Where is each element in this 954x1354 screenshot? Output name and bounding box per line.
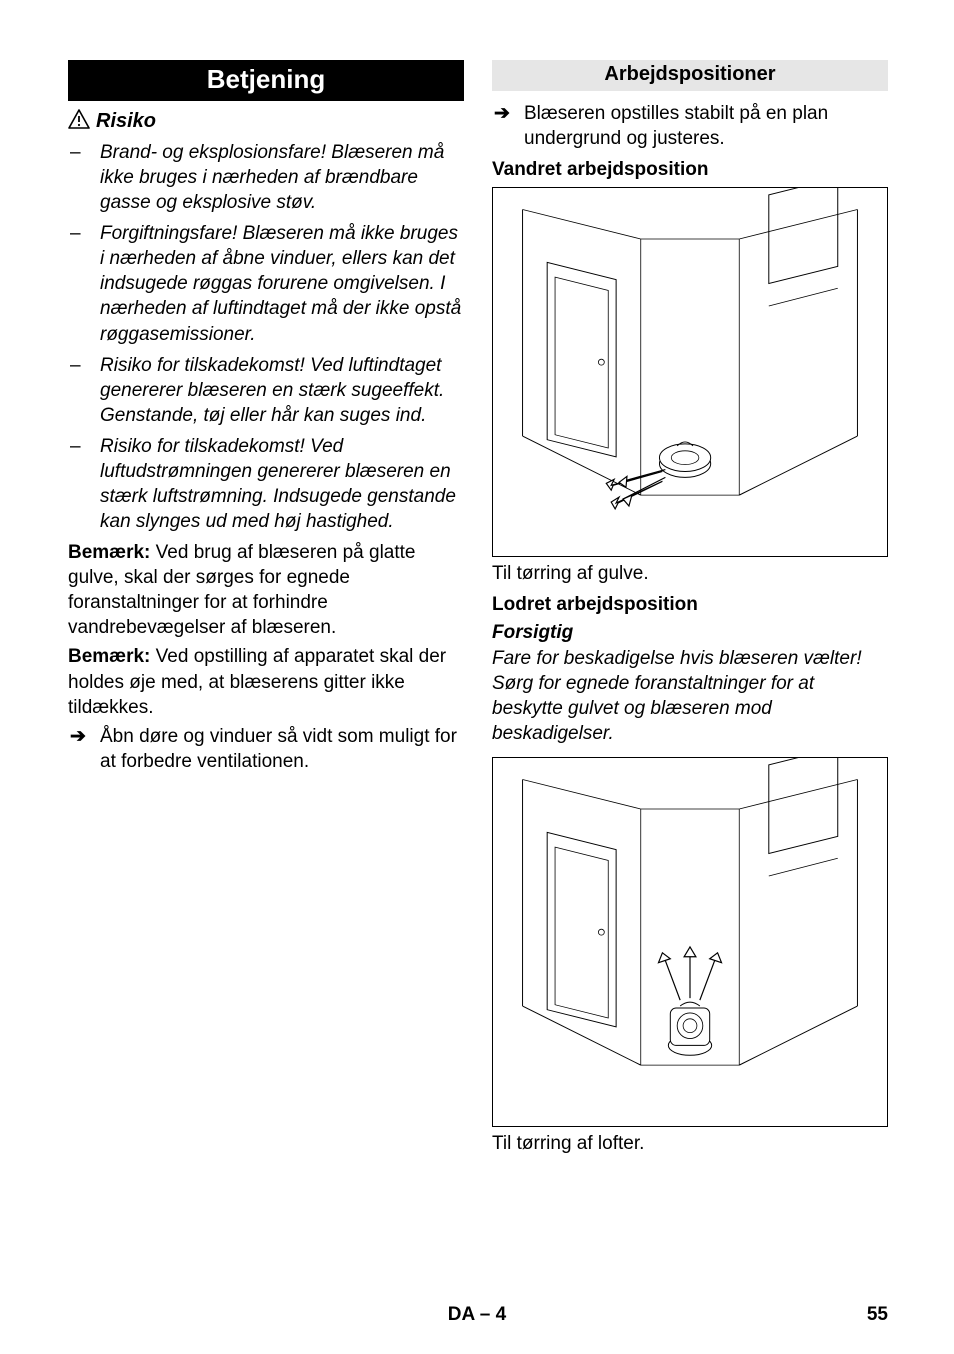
list-item: Blæseren opstilles stabilt på en plan un… [492,101,888,151]
risk-label: Risiko [96,110,156,133]
section-heading-operation: Betjening [68,60,464,101]
subheading-horizontal: Vandret arbejdsposition [492,159,888,181]
action-list: Blæseren opstilles stabilt på en plan un… [492,101,888,151]
note-paragraph: Bemærk: Ved opstilling af apparatet skal… [68,644,464,719]
note-label: Bemærk: [68,542,150,563]
figure-caption: Til tørring af lofter. [492,1131,888,1156]
caution-label: Forsigtig [492,622,888,644]
note-paragraph: Bemærk: Ved brug af blæseren på glatte g… [68,540,464,640]
caution-body: Fare for beskadigelse hvis blæseren vælt… [492,646,888,746]
right-column: Arbejdspositioner Blæseren opstilles sta… [492,60,888,1164]
figure-caption: Til tørring af gulve. [492,561,888,586]
list-item: Forgiftningsfare! Blæseren må ikke bruge… [68,221,464,346]
list-item: Risiko for tilskadekomst! Ved luftudstrø… [68,434,464,534]
room-illustration-icon [493,188,887,556]
footer-center: DA – 4 [448,1304,506,1326]
note-label: Bemærk: [68,646,150,667]
figure-horizontal-position [492,187,888,557]
page-footer: DA – 4 55 [0,1304,954,1326]
list-item: Åbn døre og vinduer så vidt som muligt f… [68,724,464,774]
room-illustration-icon [493,758,887,1126]
warning-icon [68,109,90,134]
risk-list: Brand- og eksplosionsfare! Blæseren må i… [68,140,464,534]
risk-heading: Risiko [68,109,464,134]
left-column: Betjening Risiko Brand- og eksplosionsfa… [68,60,464,1164]
figure-vertical-position [492,757,888,1127]
list-item: Risiko for tilskadekomst! Ved luftindtag… [68,353,464,428]
subheading-vertical: Lodret arbejdsposition [492,594,888,616]
list-item: Brand- og eksplosionsfare! Blæseren må i… [68,140,464,215]
action-list: Åbn døre og vinduer så vidt som muligt f… [68,724,464,774]
page-number: 55 [867,1304,888,1326]
section-heading-positions: Arbejdspositioner [492,60,888,91]
